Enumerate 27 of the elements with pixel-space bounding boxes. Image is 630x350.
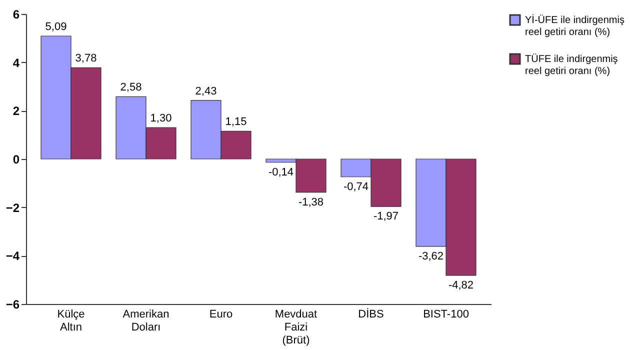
data-label: 1,15 — [225, 116, 247, 128]
data-label: 1,30 — [150, 112, 172, 125]
y-tick-label: 4 — [12, 56, 20, 70]
data-label: -0,14 — [268, 166, 294, 178]
x-tick-label: Euro — [209, 308, 233, 320]
data-label: 5,09 — [45, 20, 67, 33]
y-tick-label: 0 — [12, 152, 20, 166]
data-label: 3,78 — [75, 52, 97, 65]
x-tick-label: DİBS — [358, 308, 384, 320]
data-label: -0,74 — [343, 180, 369, 193]
x-tick-label: Amerikan Doları — [122, 308, 170, 334]
y-tick-label: −4 — [6, 249, 20, 264]
data-label: -3,62 — [418, 250, 444, 262]
y-tick-label: 6 — [12, 8, 20, 22]
data-label: 2,43 — [195, 85, 217, 98]
data-label: 2,58 — [120, 82, 142, 94]
legend-label: TÜFE ile indirgenmiş reel getiri oranı (%) — [525, 53, 618, 77]
x-tick-label: Külçe Altın — [57, 308, 85, 334]
x-tick-label: Mevduat Faizi (Brüt) — [274, 308, 318, 346]
data-label: -1,97 — [373, 210, 399, 223]
y-tick-label: −2 — [6, 200, 20, 215]
x-tick-label: BIST-100 — [423, 308, 469, 320]
data-label: -4,82 — [448, 279, 474, 292]
y-tick-label: 2 — [12, 104, 20, 118]
data-label: -1,38 — [298, 196, 324, 208]
legend-label: Yİ-ÜFE ile indirgenmiş reel getiri oranı (%) — [525, 14, 624, 38]
y-tick-label: −6 — [6, 298, 20, 312]
